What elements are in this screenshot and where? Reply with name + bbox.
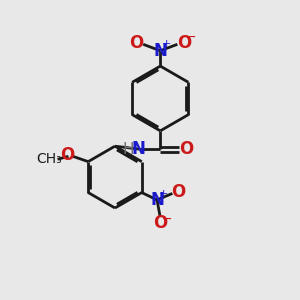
- Text: N: N: [150, 191, 164, 209]
- Text: O: O: [61, 146, 75, 164]
- Text: +: +: [159, 189, 168, 199]
- Text: O: O: [171, 183, 185, 201]
- Text: O: O: [177, 34, 191, 52]
- Text: −: −: [161, 212, 172, 226]
- Text: N: N: [132, 140, 145, 158]
- Text: CH₃: CH₃: [36, 152, 62, 166]
- Text: O: O: [179, 140, 193, 158]
- Text: H: H: [122, 142, 134, 157]
- Text: O: O: [153, 214, 167, 232]
- Text: −: −: [186, 31, 196, 44]
- Text: O: O: [130, 34, 144, 52]
- Text: N: N: [153, 42, 167, 60]
- Text: +: +: [162, 39, 172, 49]
